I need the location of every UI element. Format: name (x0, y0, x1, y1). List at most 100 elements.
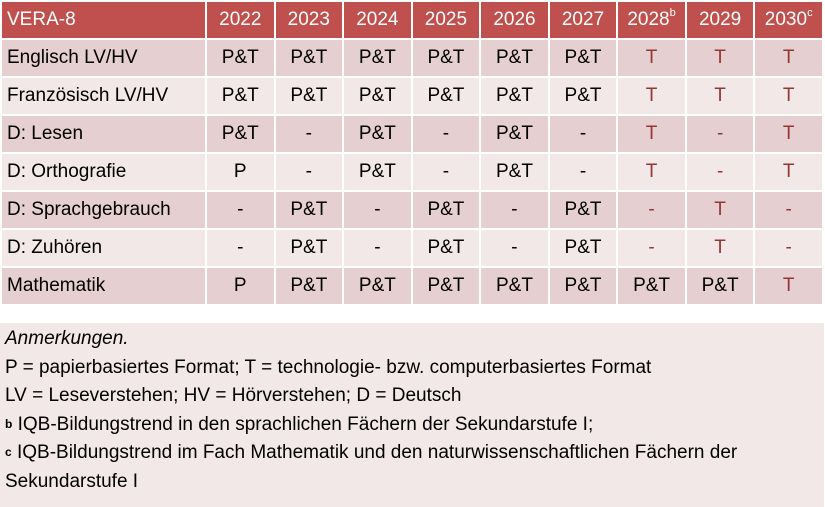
format-cell: P&T (547, 76, 619, 116)
format-cell: P&T (479, 152, 550, 192)
format-cell: - (479, 228, 550, 268)
format-cell: P&T (479, 114, 550, 154)
format-cell: P&T (205, 38, 276, 78)
table-row: Französisch LV/HV P&T P&T P&T P&T P&T P&T T T T (0, 76, 824, 116)
table-row: D: Orthografie P - P&T - P&T - T - T (0, 152, 824, 192)
format-cell: P&T (273, 38, 345, 78)
format-cell: P&T (273, 228, 345, 268)
year-header: 2022 (205, 0, 276, 40)
notes-heading: Anmerkungen. (5, 328, 129, 349)
format-cell: P&T (547, 266, 619, 306)
format-cell: P&T (205, 76, 276, 116)
format-cell: - (273, 114, 345, 154)
format-cell: - (479, 190, 550, 230)
format-cell: P&T (342, 114, 413, 154)
subject-label: D: Lesen (0, 114, 207, 154)
table-row: D: Sprachgebrauch - P&T - P&T - P&T - T - (0, 190, 824, 230)
footnote-b-text: IQB-Bildungstrend in den sprachlichen Fä… (12, 413, 594, 435)
format-cell: - (684, 114, 756, 154)
year-header: 2026 (479, 0, 550, 40)
format-cell: - (410, 152, 482, 192)
year-label: 2022 (219, 9, 262, 30)
table-title: VERA-8 (0, 0, 207, 40)
format-cell: P&T (479, 76, 550, 116)
format-cell: P&T (410, 266, 482, 306)
format-cell: T (684, 190, 756, 230)
format-cell: T (684, 38, 756, 78)
year-label: 2029 (698, 9, 742, 30)
format-cell: P&T (342, 152, 413, 192)
year-header: 2027 (547, 0, 619, 40)
format-cell: T (616, 114, 687, 154)
format-cell: - (273, 152, 345, 192)
footnote-c: c IQB-Bildungstrend im Fach Mathematik u… (5, 439, 819, 496)
format-cell: P&T (479, 266, 550, 306)
format-cell: T (753, 38, 824, 78)
table-row: Englisch LV/HV P&T P&T P&T P&T P&T P&T T T T (0, 38, 824, 78)
year-label: 2028 (627, 9, 670, 30)
subject-label: D: Zuhören (0, 228, 207, 268)
format-cell: P&T (410, 38, 482, 78)
format-cell: - (616, 228, 687, 268)
format-cell: P&T (547, 228, 619, 268)
format-cell: P&T (547, 190, 619, 230)
format-cell: T (616, 152, 687, 192)
table-row: D: Lesen P&T - P&T - P&T - T - T (0, 114, 824, 154)
year-label: 2027 (561, 9, 605, 30)
year-label: 2024 (356, 9, 399, 30)
format-cell: P&T (547, 38, 619, 78)
year-label: 2023 (287, 9, 330, 30)
format-cell: P&T (205, 114, 276, 154)
subject-label: Mathematik (0, 266, 207, 306)
format-cell: - (547, 114, 619, 154)
format-cell: P&T (273, 190, 345, 230)
format-cell: - (753, 190, 824, 230)
year-header: 2024 (342, 0, 413, 40)
year-header: 2025 (410, 0, 482, 40)
format-cell: T (753, 114, 824, 154)
year-header: 2030c (753, 0, 824, 40)
format-cell: - (342, 228, 413, 268)
format-cell: - (342, 190, 413, 230)
subject-label: Französisch LV/HV (0, 76, 207, 116)
format-cell: P&T (410, 228, 482, 268)
format-cell: P&T (273, 76, 345, 116)
year-label: 2030 (764, 9, 808, 30)
format-cell: P&T (342, 38, 413, 78)
format-cell: P&T (410, 190, 482, 230)
subject-label: Englisch LV/HV (0, 38, 207, 78)
header-row: VERA-8 2022 2023 2024 2025 2026 2027 2028b 2029… (0, 0, 824, 40)
format-cell: T (753, 152, 824, 192)
format-cell: P&T (616, 266, 687, 306)
year-footnote-mark: c (807, 7, 813, 19)
notes: Anmerkungen. P = papierbasiertes Format;… (0, 323, 824, 507)
format-cell: P&T (479, 38, 550, 78)
format-cell: - (205, 190, 276, 230)
format-cell: P&T (342, 76, 413, 116)
format-cell: P&T (273, 266, 345, 306)
format-cell: T (753, 266, 824, 306)
format-cell: P&T (684, 266, 756, 306)
notes-line-2: LV = Leseverstehen; HV = Hörverstehen; D… (5, 385, 462, 406)
table-row: Mathematik P P&T P&T P&T P&T P&T P&T P&T T (0, 266, 824, 306)
format-cell: T (684, 228, 756, 268)
table-row: D: Zuhören - P&T - P&T - P&T - T - (0, 228, 824, 268)
year-label: 2026 (493, 9, 536, 30)
format-cell: P (205, 152, 276, 192)
format-cell: - (547, 152, 619, 192)
year-label: 2025 (424, 9, 468, 30)
format-cell: T (684, 76, 756, 116)
format-cell: - (753, 228, 824, 268)
footnote-c-mark: c (5, 445, 12, 459)
subject-label: D: Sprachgebrauch (0, 190, 207, 230)
format-cell: - (410, 114, 482, 154)
format-cell: T (753, 76, 824, 116)
year-header: 2029 (684, 0, 756, 40)
format-cell: - (684, 152, 756, 192)
format-cell: T (616, 38, 687, 78)
year-header: 2023 (273, 0, 345, 40)
format-cell: - (205, 228, 276, 268)
format-cell: P&T (410, 76, 482, 116)
subject-label: D: Orthografie (0, 152, 207, 192)
format-cell: T (616, 76, 687, 116)
